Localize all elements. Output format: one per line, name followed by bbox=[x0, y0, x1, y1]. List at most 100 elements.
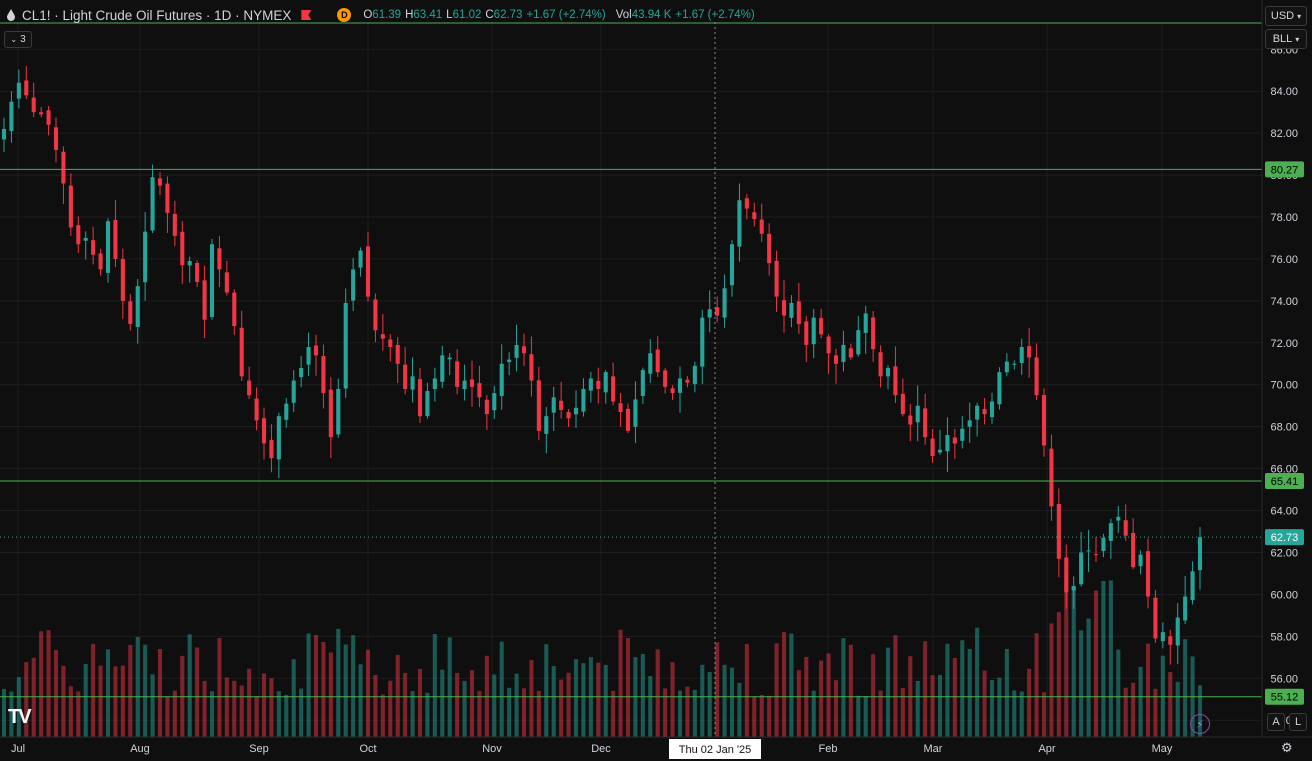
volume-bar bbox=[157, 648, 163, 737]
volume-bar bbox=[581, 663, 586, 737]
flag-icon[interactable] bbox=[301, 10, 312, 20]
candle-body bbox=[1019, 347, 1024, 364]
auto-scale-button[interactable]: A bbox=[1267, 713, 1285, 731]
candle-body bbox=[1153, 597, 1158, 639]
candle-body bbox=[588, 378, 593, 391]
volume-bar bbox=[856, 695, 861, 737]
candle-body bbox=[403, 364, 408, 389]
gear-icon[interactable]: ⚙ bbox=[1281, 740, 1293, 755]
volume-bar bbox=[1004, 648, 1009, 737]
volume-bar bbox=[39, 631, 44, 737]
candle-body bbox=[105, 221, 111, 273]
candle-body bbox=[767, 233, 772, 264]
symbol-title[interactable]: CL1! · Light Crude Oil Futures · 1D · NY… bbox=[22, 7, 292, 23]
volume-bar bbox=[105, 649, 111, 737]
y-tick-label: 70.00 bbox=[1270, 380, 1298, 392]
volume-bar bbox=[744, 644, 749, 737]
candle-body bbox=[536, 380, 541, 431]
candle-body bbox=[1034, 357, 1039, 396]
volume-bar bbox=[640, 653, 645, 737]
volume-bar bbox=[507, 687, 512, 737]
candle-body bbox=[299, 367, 304, 378]
candle-body bbox=[952, 437, 957, 444]
crosshair-date-box bbox=[669, 739, 761, 759]
volume-bar bbox=[819, 660, 824, 737]
candle-body bbox=[343, 302, 348, 389]
volume-bar bbox=[752, 696, 757, 737]
volume-bar bbox=[380, 694, 385, 737]
lightning-icon[interactable]: ⚡ bbox=[1190, 714, 1210, 734]
chevron-down-icon: ▾ bbox=[1297, 11, 1302, 21]
candle-body bbox=[455, 361, 460, 387]
candle-body bbox=[425, 391, 430, 417]
volume-bar bbox=[83, 664, 88, 737]
indicators-toggle[interactable]: ⌄ 3 bbox=[4, 31, 32, 48]
y-tick-label: 68.00 bbox=[1270, 422, 1298, 434]
volume-bar bbox=[351, 635, 356, 737]
candle-body bbox=[254, 398, 259, 421]
volume-bar bbox=[91, 643, 96, 737]
candle-body bbox=[848, 348, 853, 358]
candle-body bbox=[781, 300, 787, 316]
delayed-badge[interactable]: D bbox=[337, 8, 352, 22]
volume-bar bbox=[1183, 639, 1188, 737]
volume-bar bbox=[544, 644, 549, 737]
volume-bar bbox=[403, 672, 408, 737]
currency-select[interactable]: USD ▾ bbox=[1265, 6, 1307, 26]
x-tick-label: Aug bbox=[130, 743, 150, 755]
volume-bar bbox=[328, 652, 333, 737]
candle-body bbox=[937, 449, 943, 453]
candle-body bbox=[380, 334, 385, 339]
x-tick-label: Jul bbox=[11, 743, 25, 755]
volume-bar bbox=[261, 673, 267, 737]
candle-body bbox=[336, 388, 341, 435]
volume-bars bbox=[1, 573, 1203, 737]
volume-bar bbox=[559, 679, 564, 737]
volume-bar bbox=[1175, 681, 1180, 737]
candle-body bbox=[677, 378, 683, 393]
volume-bar bbox=[625, 638, 631, 737]
candle-body bbox=[484, 399, 489, 415]
candle-body bbox=[856, 330, 861, 355]
candle-body bbox=[143, 231, 148, 283]
volume-bar bbox=[1153, 688, 1158, 737]
close-value: 62.73 bbox=[493, 9, 523, 21]
unit-select[interactable]: BLL ▾ bbox=[1265, 29, 1307, 49]
candle-body bbox=[365, 246, 371, 297]
level-tag-label: 55.12 bbox=[1271, 692, 1299, 704]
candle-body bbox=[1056, 503, 1061, 559]
candle-body bbox=[975, 405, 980, 420]
candle-body bbox=[759, 219, 764, 234]
tradingview-logo-icon[interactable]: TV bbox=[8, 706, 32, 728]
candle-body bbox=[217, 248, 222, 270]
log-scale-button[interactable]: L bbox=[1289, 713, 1307, 731]
candle-body bbox=[269, 439, 274, 459]
oil-drop-icon bbox=[7, 9, 15, 21]
y-tick-label: 56.00 bbox=[1270, 673, 1298, 685]
volume-bar bbox=[1093, 590, 1099, 737]
candle-body bbox=[826, 336, 831, 354]
volume-bar bbox=[113, 666, 118, 737]
volume-bar bbox=[551, 666, 556, 737]
y-tick-label: 72.00 bbox=[1270, 338, 1298, 350]
candle-body bbox=[1093, 554, 1099, 556]
volume-label: Vol bbox=[615, 9, 632, 21]
volume-bar bbox=[432, 633, 437, 737]
volume-bar bbox=[239, 685, 244, 737]
volume-bar bbox=[796, 670, 801, 737]
chevron-down-icon: ▾ bbox=[1295, 34, 1300, 44]
volume-bar bbox=[469, 670, 475, 737]
volume-bar bbox=[299, 688, 304, 737]
volume-bar bbox=[1034, 633, 1039, 737]
volume-bar bbox=[1131, 682, 1136, 737]
last-price-label: 62.73 bbox=[1271, 532, 1299, 544]
y-tick-label: 64.00 bbox=[1270, 506, 1298, 518]
candle-body bbox=[91, 240, 96, 255]
volume-bar bbox=[410, 691, 415, 737]
candle-body bbox=[789, 302, 794, 318]
candle-body bbox=[321, 356, 326, 394]
volume-bar bbox=[700, 664, 705, 737]
volume-bar bbox=[536, 690, 541, 737]
candle-body bbox=[685, 379, 690, 383]
